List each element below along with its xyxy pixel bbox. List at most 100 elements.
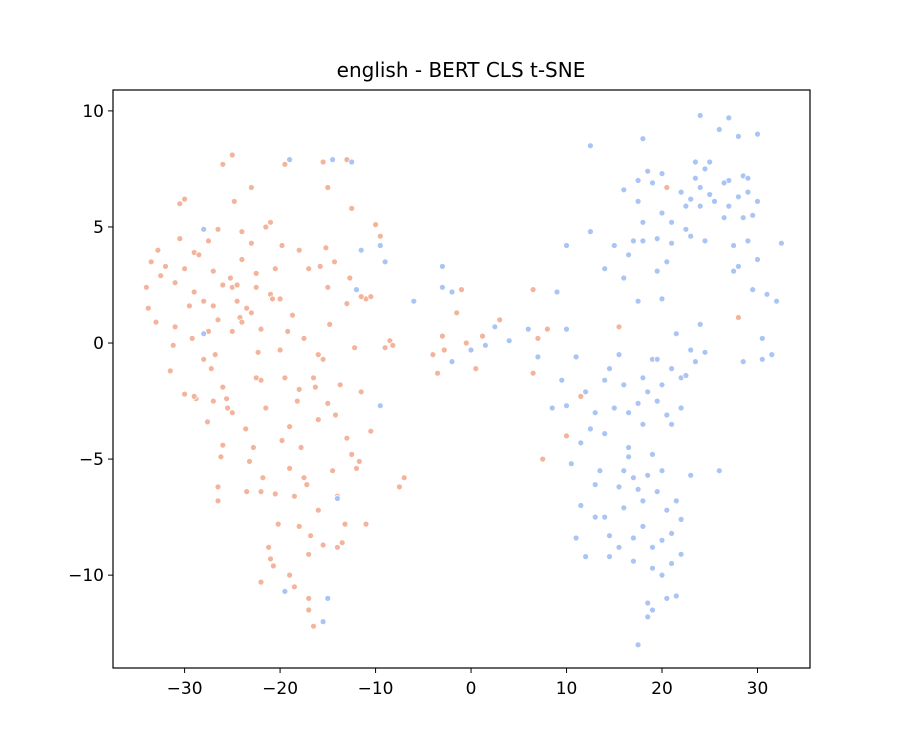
scatter-point-series-1-66: [658, 536, 666, 544]
scatter-point-series-0-23: [214, 483, 222, 491]
scatter-point-series-0-134: [479, 332, 486, 340]
scatter-point-series-0-18: [209, 267, 217, 275]
scatter-point-series-0-26: [228, 327, 236, 335]
scatter-point-series-0-109: [249, 444, 257, 451]
scatter-point-series-1-165: [658, 571, 666, 579]
scatter-point-series-1-31: [572, 534, 580, 542]
scatter-point-series-0-33: [247, 239, 255, 247]
scatter-point-series-0-44: [286, 423, 294, 431]
scatter-point-series-0-170: [295, 246, 303, 254]
scatter-point-series-1-47: [630, 474, 637, 482]
scatter-point-series-0-66: [372, 221, 380, 229]
scatter-point-series-1-49: [634, 177, 642, 184]
y-axis: 10 5 0 −5 −10: [68, 102, 113, 586]
scatter-point-series-0-51: [310, 622, 317, 630]
scatter-point-series-0-79: [472, 365, 480, 373]
scatter-point-series-0-156: [243, 488, 251, 496]
scatter-point-series-1-121: [696, 202, 704, 210]
scatter-point-series-1-38: [601, 265, 609, 273]
scatter-point-series-0-35: [257, 325, 265, 333]
scatter-point-series-0-61: [353, 464, 360, 472]
scatter-point-series-1-40: [606, 532, 613, 540]
scatter-point-series-0-137: [281, 160, 289, 168]
scatter-point-series-1-14: [410, 297, 418, 305]
scatter-point-series-1-61: [653, 267, 661, 275]
scatter-point-series-0-31: [243, 304, 251, 312]
scatter-point-series-0-65: [367, 427, 375, 435]
scatter-point-series-0-32: [247, 184, 255, 191]
scatter-point-series-0-167: [269, 295, 276, 303]
scatter-point-series-0-55: [324, 399, 332, 407]
scatter-point-series-0-149: [319, 541, 327, 549]
scatter-point-series-0-164: [219, 281, 227, 289]
scatter-point-series-0-94: [169, 341, 177, 349]
scatter-point-series-0-127: [336, 381, 344, 389]
scatter-point-series-0-0: [142, 283, 150, 291]
scatter-point-series-0-4: [162, 262, 169, 270]
scatter-point-series-1-41: [606, 553, 613, 560]
scatter-point-series-0-121: [307, 532, 315, 540]
scatter-point-series-1-80: [696, 112, 704, 119]
scatter-point-series-1-12: [319, 618, 327, 625]
scatter-point-series-0-173: [343, 300, 351, 308]
x-tick-label: 10: [556, 679, 578, 699]
scatter-point-series-1-37: [596, 467, 604, 475]
scatter-point-series-1-125: [725, 202, 733, 210]
scatter-point-series-0-60: [348, 450, 356, 458]
scatter-point-series-0-143: [233, 281, 241, 289]
y-tick-label: 0: [93, 334, 104, 354]
scatter-point-series-1-135: [634, 399, 642, 407]
scatter-point-series-1-84: [711, 197, 718, 205]
scatter-point-series-0-81: [529, 286, 537, 294]
scatter-point-series-0-91: [735, 314, 742, 321]
scatter-point-series-1-145: [696, 320, 704, 328]
scatter-point-series-0-111: [259, 474, 267, 482]
scatter-point-series-1-26: [553, 288, 561, 296]
scatter-point-series-1-68: [668, 239, 675, 247]
scatter-point-series-0-29: [238, 228, 246, 236]
scatter-point-series-1-161: [591, 481, 599, 489]
scatter-point-series-1-25: [548, 404, 556, 412]
scatter-point-series-1-117: [668, 218, 675, 226]
scatter-point-series-0-131: [355, 457, 363, 465]
scatter-point-series-0-90: [663, 184, 671, 191]
scatter-point-series-0-59: [343, 434, 351, 442]
scatter-point-series-1-32: [577, 502, 585, 509]
scatter-point-series-1-134: [625, 444, 632, 451]
scatter-point-series-0-42: [276, 346, 284, 354]
chart-title: english - BERT CLS t-SNE: [337, 58, 586, 82]
scatter-point-series-0-128: [341, 520, 349, 528]
scatter-point-series-1-15: [438, 283, 446, 291]
scatter-point-series-1-111: [639, 237, 647, 245]
scatter-point-series-0-45: [286, 464, 294, 472]
scatter-point-series-1-13: [281, 588, 289, 595]
scatter-point-series-0-157: [228, 409, 236, 417]
scatter-point-series-1-76: [687, 232, 695, 240]
scatter-point-series-0-158: [181, 390, 189, 398]
scatter-point-series-0-72: [429, 351, 437, 359]
scatter-point-series-1-114: [653, 235, 661, 243]
scatter-point-series-0-43: [281, 374, 289, 382]
scatter-point-series-1-59: [649, 450, 656, 458]
scatter-point-series-1-74: [677, 550, 685, 558]
scatter-point-series-1-82: [701, 237, 709, 245]
scatter-point-series-0-78: [462, 339, 470, 347]
scatter-point-series-0-84: [529, 369, 537, 377]
scatter-point-series-0-88: [577, 392, 585, 400]
scatter-point-series-1-166: [677, 516, 685, 523]
scatter-point-series-1-85: [715, 126, 723, 133]
scatter-point-series-1-75: [682, 202, 690, 210]
scatter-point-series-0-169: [278, 242, 286, 249]
scatter-point-series-0-154: [305, 595, 313, 602]
scatter-point-series-0-117: [289, 311, 296, 319]
scatter-point-series-1-105: [739, 358, 747, 366]
y-tick-label: −10: [68, 566, 104, 586]
scatter-point-series-0-53: [314, 416, 322, 424]
scatter-point-series-0-54: [319, 355, 327, 363]
scatter-point-series-0-56: [329, 467, 337, 475]
scatter-point-series-1-100: [763, 290, 771, 298]
scatter-point-series-1-86: [715, 467, 723, 475]
scatter-point-series-1-35: [587, 228, 594, 236]
scatter-point-series-0-74: [438, 332, 446, 340]
scatter-point-series-0-162: [300, 334, 308, 342]
